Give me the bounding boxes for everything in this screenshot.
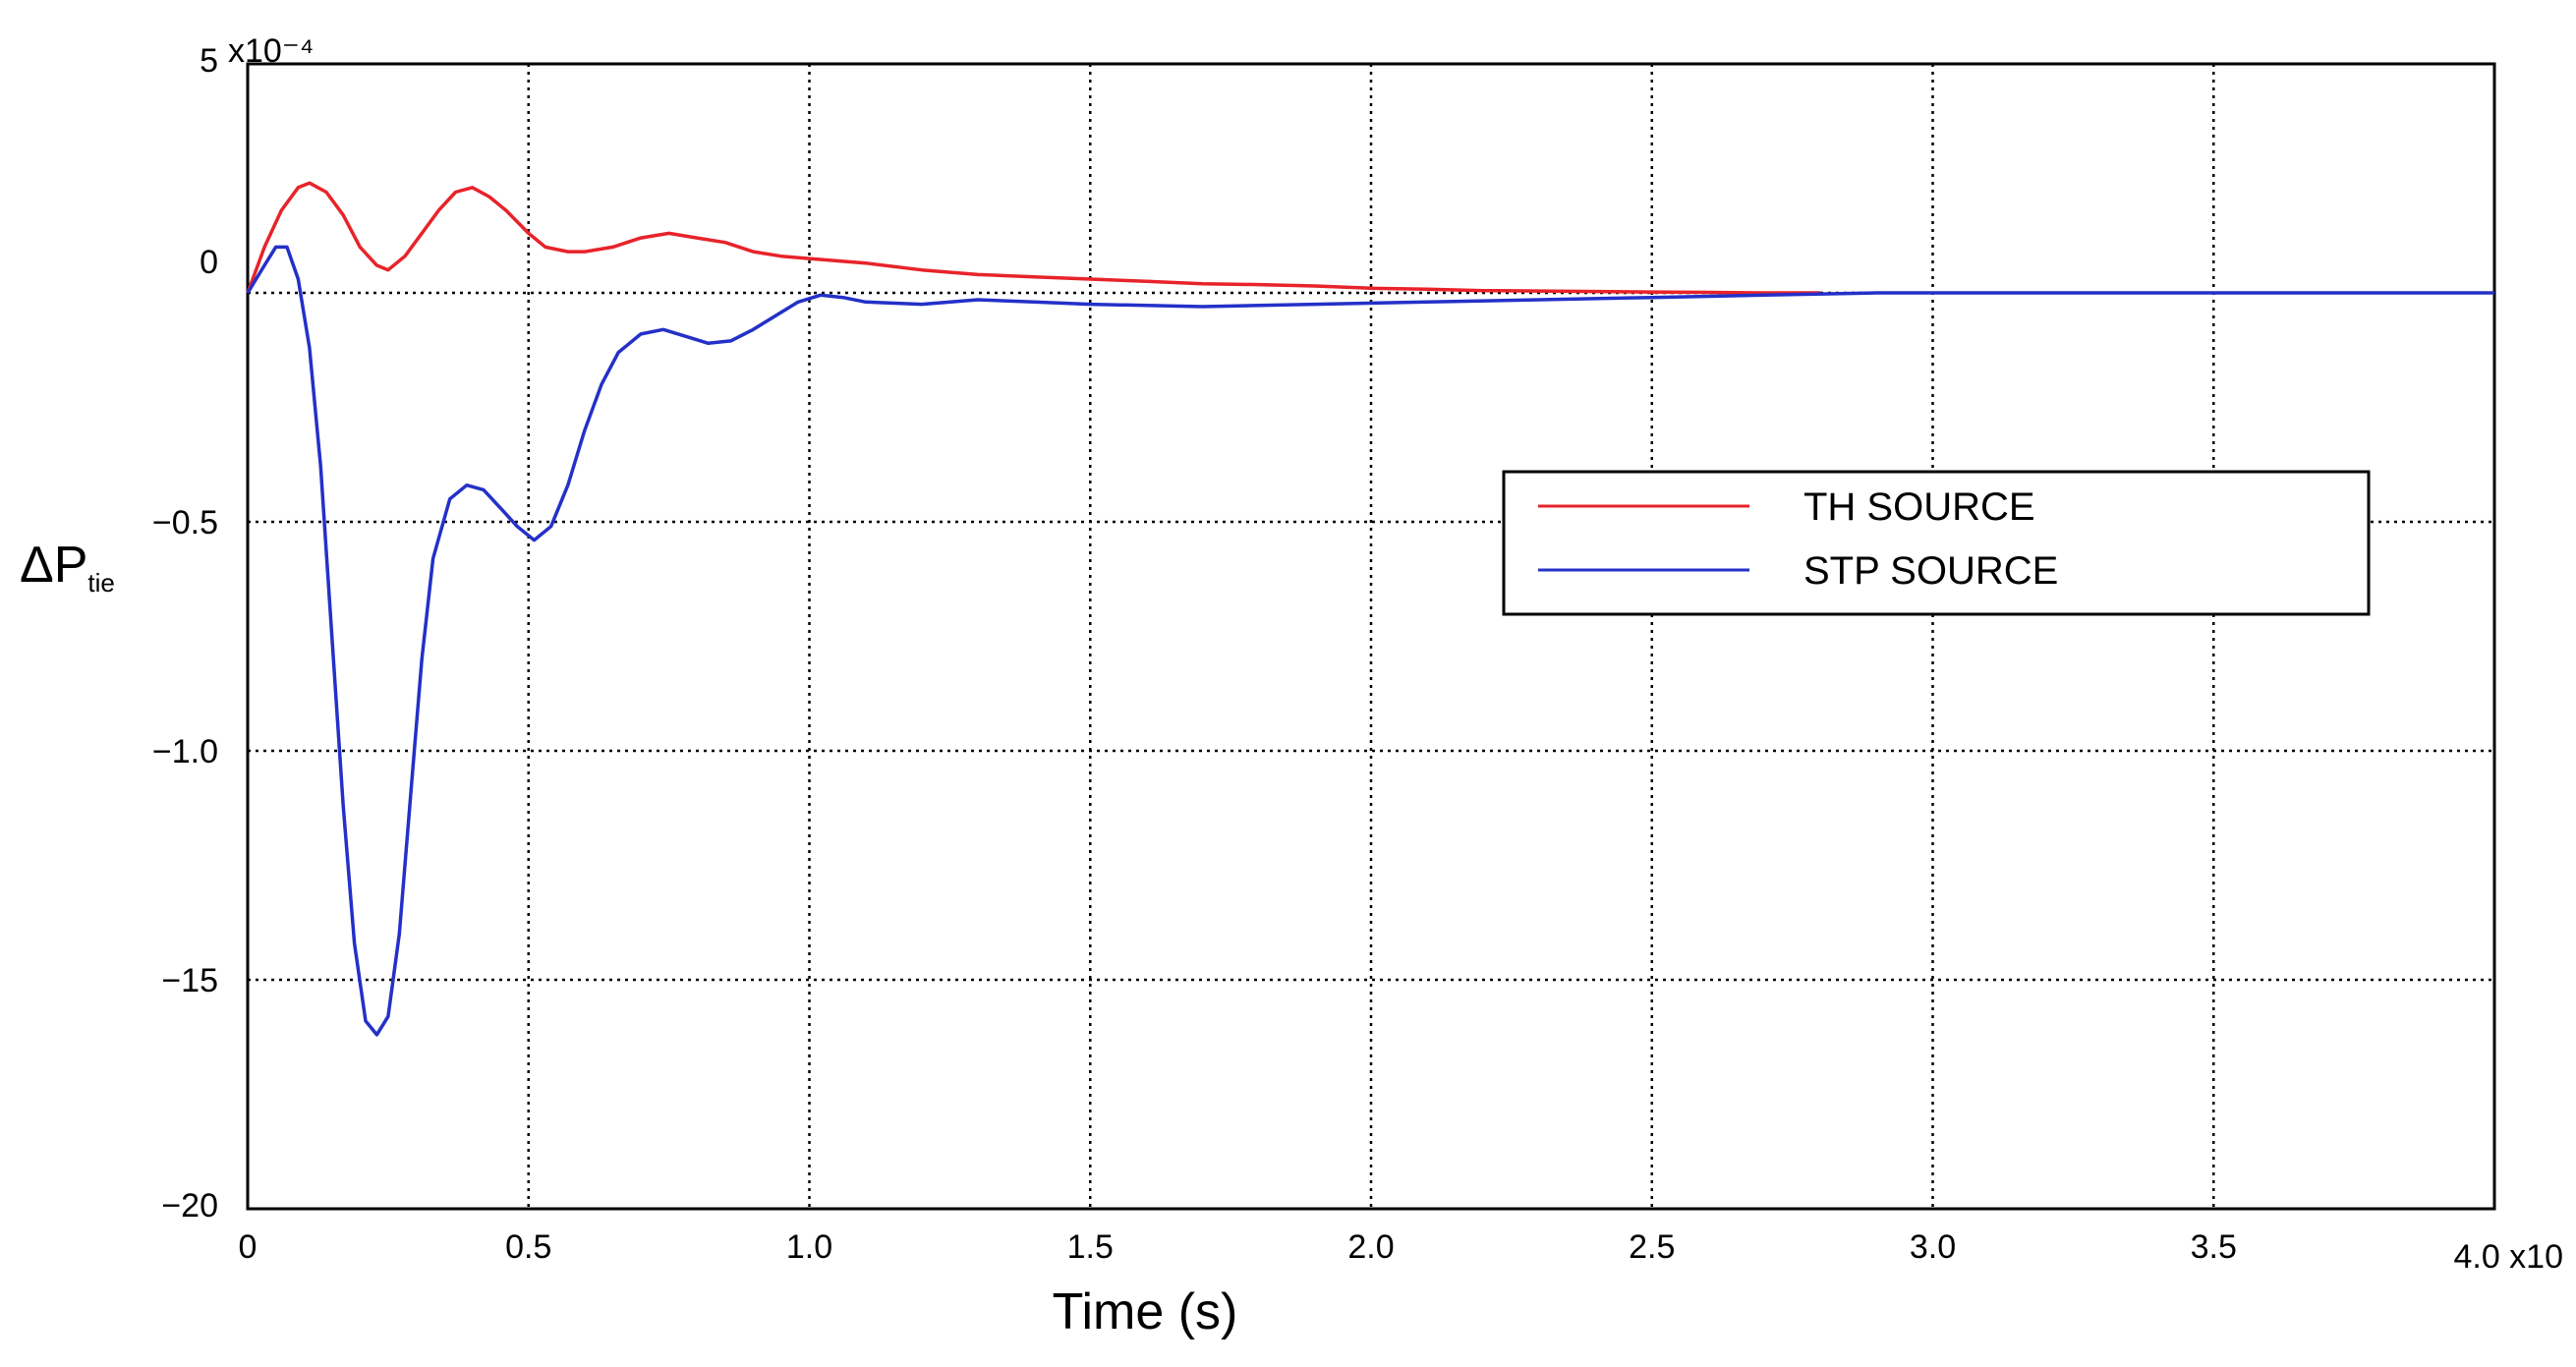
x-exponent-label: 4.0 x10 bbox=[2453, 1238, 2563, 1276]
x-tick-label: 3.0 bbox=[1910, 1228, 1956, 1266]
series-line-0 bbox=[246, 181, 1821, 295]
legend-label-stp-source: STP SOURCE bbox=[1803, 549, 2058, 593]
y-tick-label: −0.5 bbox=[152, 504, 218, 541]
y-tick-label: −15 bbox=[161, 962, 218, 999]
x-tick-label: 3.5 bbox=[2191, 1228, 2237, 1266]
y-axis-title: ΔPtie bbox=[20, 537, 115, 598]
x-tick-label: 1.0 bbox=[786, 1228, 832, 1266]
series-line-1 bbox=[246, 245, 2494, 1037]
plot-frame bbox=[246, 62, 2496, 1211]
y-tick-label: −1.0 bbox=[152, 733, 218, 770]
y-tick-label: 5 bbox=[200, 42, 218, 80]
legend-label-th-source: TH SOURCE bbox=[1803, 485, 2035, 529]
grid bbox=[248, 64, 2494, 1209]
tick-labels: 0 0.5 1.0 1.5 2.0 2.5 3.0 3.5 5 0 −0.5 −1.0 −15 −20 bbox=[152, 42, 2237, 1266]
legend: TH SOURCE STP SOURCE bbox=[1502, 470, 2371, 616]
x-tick-label: 2.0 bbox=[1347, 1228, 1394, 1266]
y-axis-title-subscript: tie bbox=[87, 568, 114, 598]
y-tick-label: −20 bbox=[161, 1187, 218, 1225]
x-tick-label: 2.5 bbox=[1629, 1228, 1675, 1266]
x-tick-label: 0 bbox=[239, 1228, 258, 1266]
x-axis-title: Time (s) bbox=[1053, 1283, 1238, 1340]
y-exponent-label: x10⁻⁴ bbox=[228, 32, 314, 70]
x-tick-label: 1.5 bbox=[1067, 1228, 1114, 1266]
x-tick-label: 0.5 bbox=[505, 1228, 551, 1266]
y-axis-title-main: ΔP bbox=[20, 537, 87, 594]
series-layer bbox=[246, 181, 2494, 1037]
y-tick-label: 0 bbox=[200, 244, 218, 281]
legend-box bbox=[1502, 470, 2371, 616]
